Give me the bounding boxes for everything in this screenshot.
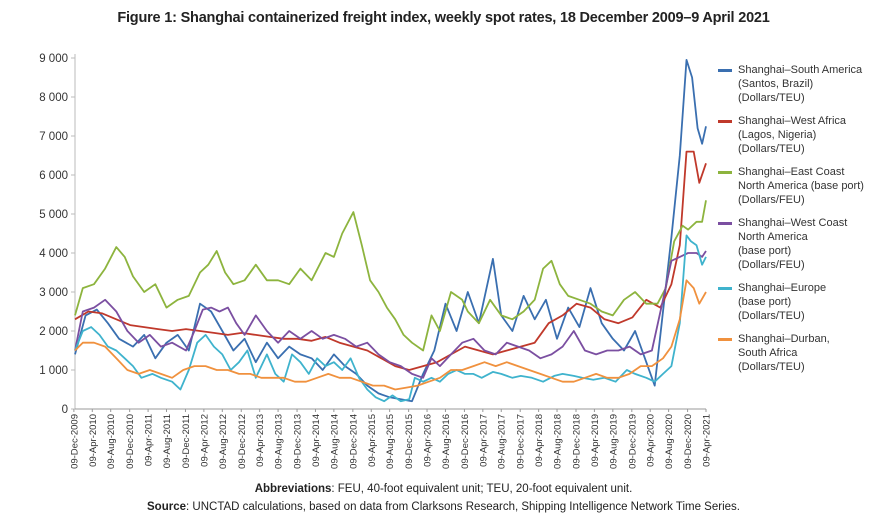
source-label: Source (147, 501, 187, 513)
x-tick-label: 09-Aug-2020 (664, 414, 675, 469)
x-tick-label: 09-Apr-2020 (646, 414, 657, 467)
y-tick-label: 1 000 (39, 365, 68, 377)
legend-label: Shanghai–West Coast North America (base … (738, 217, 848, 271)
x-tick-label: 09-Apr-2016 (423, 414, 434, 467)
legend-item: Shanghai–South America (Santos, Brazil) … (718, 63, 886, 105)
y-tick-label: 0 (62, 404, 68, 416)
x-tick-label: 09-Apr-2015 (367, 414, 378, 467)
legend-swatch (718, 338, 732, 341)
x-tick-label: 09-Dec-2019 (627, 414, 638, 469)
y-tick-label: 9 000 (39, 53, 68, 65)
legend-label: Shanghai–Europe (base port) (Dollars/TEU… (738, 282, 827, 322)
x-tick-label: 09-Aug-2012 (218, 414, 229, 469)
chart-title: Figure 1: Shanghai containerized freight… (117, 10, 770, 26)
series-line-5 (74, 234, 707, 403)
x-tick-label: 09-Apr-2011 (144, 414, 155, 466)
legend-swatch (718, 120, 732, 123)
legend-label: Shanghai–East Coast North America (base … (738, 166, 864, 206)
series-line-1 (74, 59, 707, 403)
x-tick-label: 09-Apr-2019 (590, 414, 601, 467)
source-note: Source: UNCTAD calculations, based on da… (0, 501, 887, 513)
legend-item: Shanghai–Durban, South Africa (Dollars/T… (718, 332, 886, 374)
legend-swatch (718, 171, 732, 174)
legend-swatch (718, 69, 732, 72)
x-tick-label: 09-Aug-2017 (497, 414, 508, 469)
x-tick-label: 09-Dec-2013 (293, 414, 304, 469)
x-tick-label: 09-Aug-2010 (106, 414, 117, 469)
series-line-6 (74, 279, 707, 391)
legend-swatch (718, 287, 732, 290)
x-tick-label: 09-Apr-2014 (311, 414, 322, 467)
x-tick-label: 09-Apr-2012 (199, 414, 210, 467)
x-tick-label: 09-Aug-2019 (608, 414, 619, 469)
y-tick-label: 2 000 (39, 326, 68, 338)
chart-legend: Shanghai–South America (Santos, Brazil) … (718, 63, 886, 383)
series-line-4 (74, 250, 707, 379)
x-tick-label: 09-Apr-2017 (478, 414, 489, 467)
legend-item: Shanghai–West Coast North America (base … (718, 216, 886, 272)
x-tick-label: 09-Aug-2015 (385, 414, 396, 469)
y-tick-label: 3 000 (39, 287, 68, 299)
x-tick-label: 09-Apr-2018 (534, 414, 545, 467)
abbreviations-text: : FEU, 40-foot equivalent unit; TEU, 20-… (331, 483, 633, 495)
y-tick-label: 5 000 (39, 209, 68, 221)
legend-label: Shanghai–West Africa (Lagos, Nigeria) (D… (738, 115, 847, 155)
y-tick-label: 4 000 (39, 248, 68, 260)
x-tick-label: 09-Aug-2018 (553, 414, 564, 469)
legend-item: Shanghai–Europe (base port) (Dollars/TEU… (718, 281, 886, 323)
x-tick-label: 09-Dec-2020 (683, 414, 694, 469)
x-tick-label: 09-Dec-2011 (181, 414, 192, 468)
x-tick-label: 09-Dec-2012 (237, 414, 248, 469)
x-tick-label: 09-Dec-2015 (404, 414, 415, 469)
x-tick-label: 09-Apr-2021 (702, 414, 713, 467)
abbreviations-label: Abbreviations (254, 483, 332, 495)
x-tick-label: 09-Dec-2017 (516, 414, 527, 469)
x-tick-label: 09-Dec-2016 (460, 414, 471, 469)
x-tick-label: 09-Dec-2010 (125, 414, 136, 469)
legend-swatch (718, 222, 732, 225)
x-tick-label: 09-Aug-2016 (441, 414, 452, 469)
y-tick-label: 8 000 (39, 92, 68, 104)
x-tick-label: 09-Aug-2011 (162, 414, 173, 468)
legend-item: Shanghai–West Africa (Lagos, Nigeria) (D… (718, 114, 886, 156)
x-tick-label: 09-Aug-2014 (329, 414, 340, 469)
x-tick-label: 09-Dec-2009 (69, 414, 80, 469)
x-tick-label: 09-Aug-2013 (274, 414, 285, 469)
x-tick-label: 09-Apr-2013 (255, 414, 266, 467)
legend-item: Shanghai–East Coast North America (base … (718, 165, 886, 207)
abbreviations-note: Abbreviations: FEU, 40-foot equivalent u… (0, 483, 887, 495)
series-line-3 (74, 200, 707, 352)
series-line-2 (74, 150, 707, 371)
x-tick-label: 09-Dec-2014 (348, 414, 359, 469)
x-tick-label: 09-Apr-2010 (88, 414, 99, 467)
y-tick-label: 7 000 (39, 131, 68, 143)
y-tick-label: 6 000 (39, 170, 68, 182)
legend-label: Shanghai–Durban, South Africa (Dollars/T… (738, 333, 830, 373)
legend-label: Shanghai–South America (Santos, Brazil) … (738, 64, 863, 104)
source-text: : UNCTAD calculations, based on data fro… (186, 501, 740, 513)
x-tick-label: 09-Dec-2018 (572, 414, 583, 469)
